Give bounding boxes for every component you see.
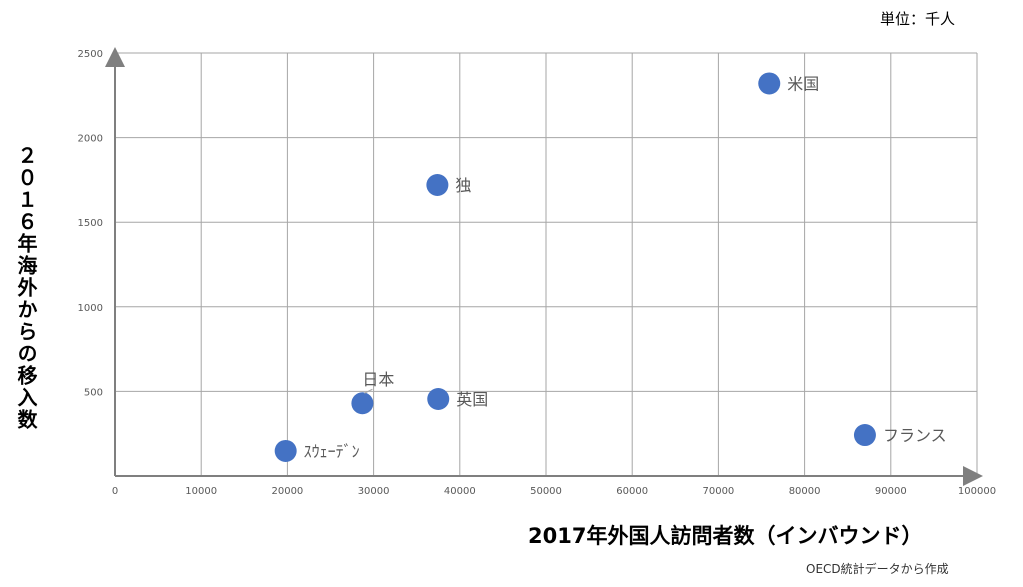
point (427, 388, 450, 411)
y-tick-label: 2500 (78, 49, 103, 60)
y-tick-label: 500 (84, 387, 103, 398)
x-tick-label: 40000 (444, 486, 476, 497)
x-tick-label: 20000 (271, 486, 303, 497)
point (351, 392, 374, 415)
point (758, 72, 781, 95)
y-tick-label: 1000 (78, 303, 103, 314)
x-tick-label: 0 (112, 486, 118, 497)
x-tick-label: 30000 (358, 486, 390, 497)
x-tick-label: 70000 (702, 486, 734, 497)
source-note: OECD統計データから作成 (806, 562, 949, 576)
point-label: 英国 (456, 390, 488, 409)
x-tick-label: 100000 (958, 486, 996, 497)
x-tick-label: 80000 (789, 486, 821, 497)
point-label: 日本 (362, 370, 394, 389)
point-label: 米国 (787, 74, 819, 93)
y-tick-label: 2000 (78, 134, 103, 145)
x-tick-label: 90000 (875, 486, 907, 497)
point (426, 173, 449, 196)
point-label: フランス (883, 426, 947, 445)
point (853, 424, 876, 447)
x-tick-label: 60000 (616, 486, 648, 497)
y-tick-label: 1500 (78, 218, 103, 229)
x-axis-label: 2017年外国人訪問者数（インバウンド） (528, 524, 923, 548)
leader-line (364, 388, 373, 394)
unit-note: 単位：千人 (880, 10, 956, 28)
point-label: ｽｳｪｰﾃﾞﾝ (304, 442, 360, 461)
x-tick-label: 50000 (530, 486, 562, 497)
x-tick-label: 10000 (185, 486, 217, 497)
point-label: 独 (455, 176, 471, 195)
y-axis-label: ２０１６年海外からの移入数 (14, 145, 38, 431)
point (274, 439, 297, 462)
